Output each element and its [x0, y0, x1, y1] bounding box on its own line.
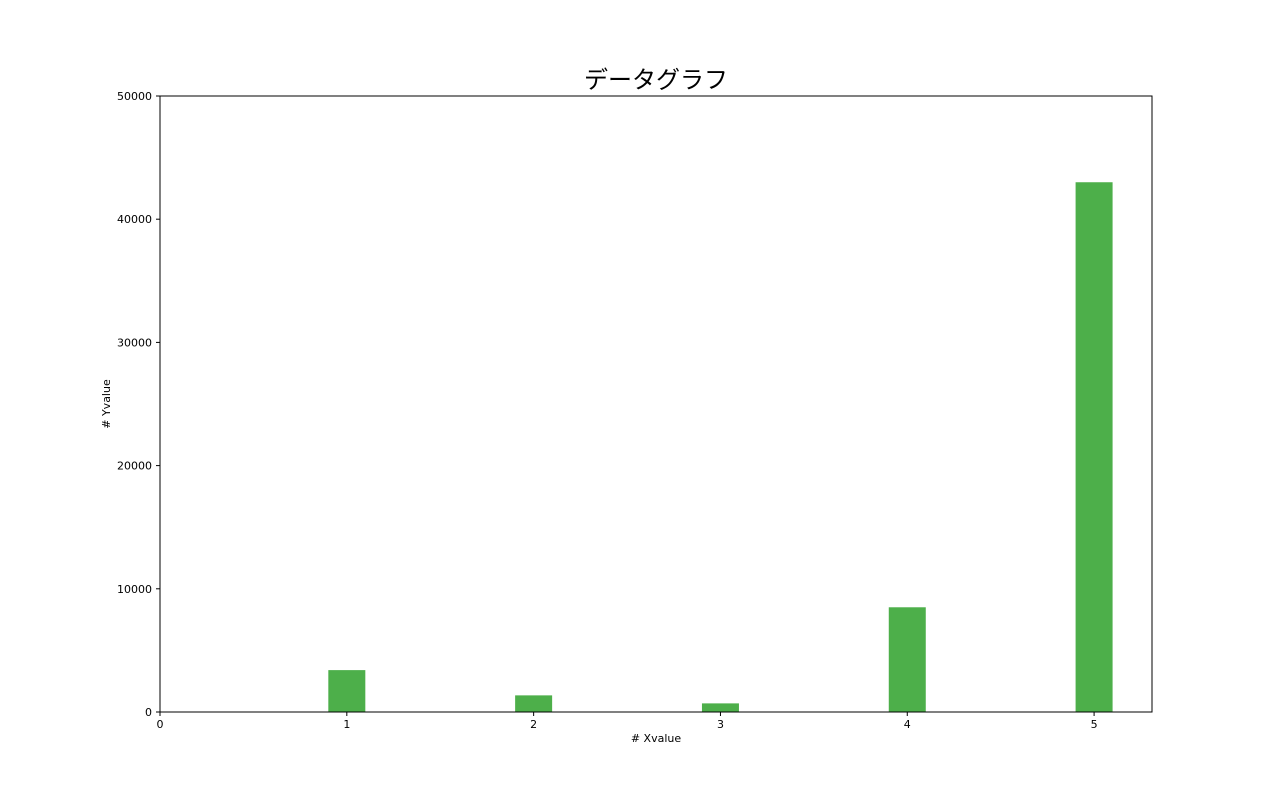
x-tick-label: 1 — [343, 718, 350, 731]
bar-2 — [515, 695, 553, 712]
y-tick-label: 30000 — [117, 336, 152, 349]
bar-3 — [701, 703, 739, 712]
x-tick-label: 4 — [904, 718, 911, 731]
x-tick-label: 3 — [717, 718, 724, 731]
x-tick-label: 2 — [530, 718, 537, 731]
bar-5 — [1075, 182, 1113, 713]
plot-frame — [159, 95, 1153, 713]
y-tick-label: 10000 — [117, 583, 152, 596]
bar-1 — [328, 670, 366, 712]
y-tick-label: 50000 — [117, 90, 152, 103]
y-axis-label: # Yvalue — [100, 379, 113, 429]
x-tick-label: 5 — [1091, 718, 1098, 731]
y-tick-label: 40000 — [117, 213, 152, 226]
chart-title: データグラフ — [584, 66, 728, 94]
bar-4 — [888, 607, 926, 712]
ticks-layer: 0 1 2 3 4 5 0 10000 20000 30000 40000 50000 — [117, 90, 1098, 731]
y-tick-label: 20000 — [117, 460, 152, 473]
y-tick-label: 0 — [145, 706, 152, 719]
bars-layer — [328, 182, 1113, 713]
x-tick-label: 0 — [157, 718, 164, 731]
x-axis-label: # Xvalue — [631, 732, 682, 745]
